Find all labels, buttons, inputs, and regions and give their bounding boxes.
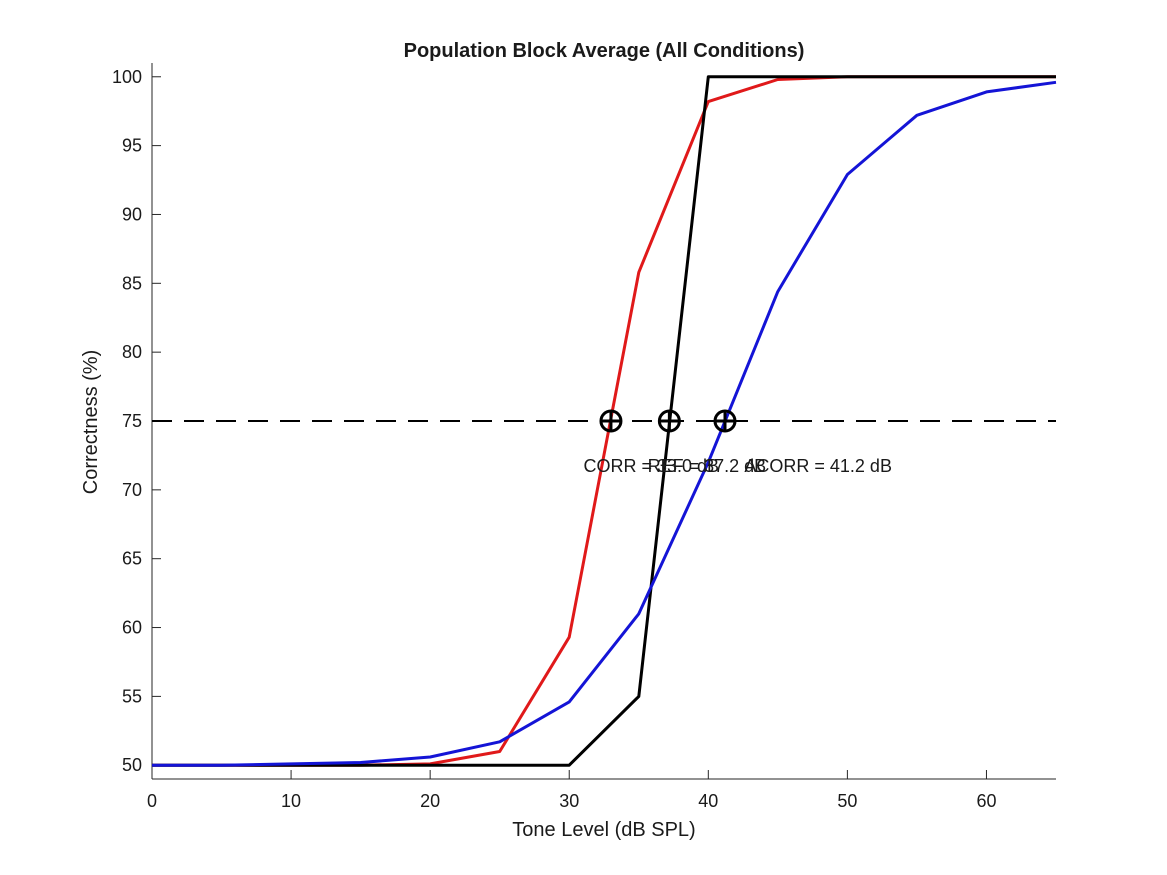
x-tick-label: 60 xyxy=(976,791,996,811)
y-tick-label: 100 xyxy=(112,67,142,87)
chart-title: Population Block Average (All Conditions… xyxy=(404,40,805,62)
y-tick-label: 55 xyxy=(122,686,142,706)
series-line-3 xyxy=(152,80,1057,767)
x-tick-label: 20 xyxy=(420,791,440,811)
y-tick-label: 50 xyxy=(122,755,142,775)
y-tick-label: 80 xyxy=(122,342,142,362)
y-tick-label: 60 xyxy=(122,618,142,638)
threshold-label: CORR = 33.0 dB xyxy=(584,456,720,476)
y-tick-label: 65 xyxy=(122,549,142,569)
threshold-label: REF = 37.2 dB xyxy=(648,456,767,476)
x-tick-label: 30 xyxy=(559,791,579,811)
x-tick-label: 10 xyxy=(281,791,301,811)
axes: 0 10 20 30 40 50 60 50 55 60 65 70 75 80 85 90 95 100 xyxy=(112,63,1056,811)
x-tick-label: 0 xyxy=(147,791,157,811)
y-tick-label: 85 xyxy=(122,273,142,293)
threshold-label: ACORR = 41.2 dB xyxy=(744,456,892,476)
y-tick-label: 70 xyxy=(122,480,142,500)
x-tick-label: 50 xyxy=(837,791,857,811)
x-axis-label: Tone Level (dB SPL) xyxy=(512,819,695,841)
y-tick-label: 90 xyxy=(122,204,142,224)
x-tick-label: 40 xyxy=(698,791,718,811)
y-axis-label: Correctness (%) xyxy=(80,350,102,494)
y-tick-label: 75 xyxy=(122,411,142,431)
y-tick-label: 95 xyxy=(122,136,142,156)
series-line-2 xyxy=(152,75,1056,767)
